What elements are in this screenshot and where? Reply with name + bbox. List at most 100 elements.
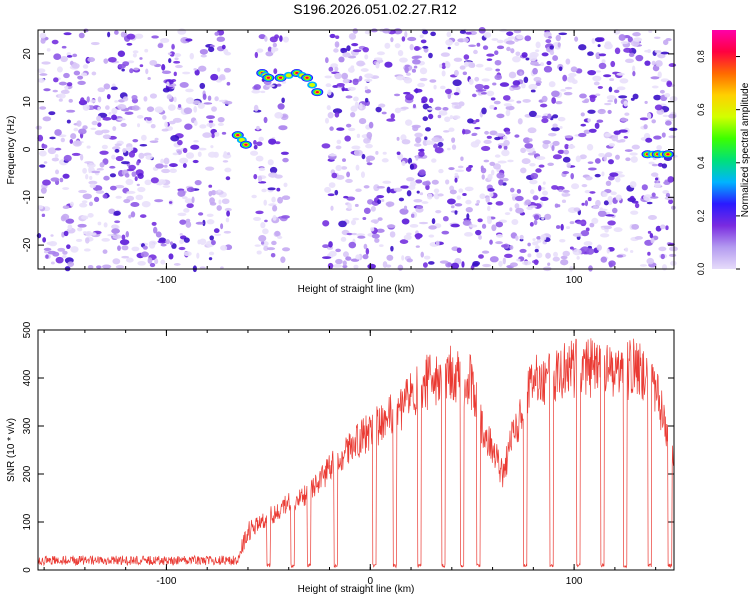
heatmap-features	[231, 69, 674, 159]
heatmap-noise-cell	[580, 230, 590, 237]
heatmap-noise-cell	[345, 178, 353, 183]
heatmap-noise-cell	[660, 78, 670, 83]
heatmap-noise-cell	[613, 89, 620, 94]
heatmap-noise-cell	[397, 264, 404, 271]
heatmap-noise-cell	[351, 43, 359, 47]
heatmap-noise-cell	[363, 207, 371, 214]
heatmap-noise-cell	[69, 139, 74, 144]
colorbar-ticks: 0.0 0.2 0.4 0.6 0.8	[696, 50, 740, 275]
heatmap-noise-cell	[105, 105, 110, 110]
heatmap-noise-cell	[512, 55, 521, 63]
heatmap-noise-cell	[266, 247, 276, 251]
heatmap-noise-cell	[481, 223, 487, 229]
heatmap-noise-cell	[117, 118, 126, 121]
heatmap-noise-cell	[251, 89, 261, 94]
heatmap-noise-cell	[78, 128, 87, 135]
heatmap-noise-cell	[111, 154, 116, 160]
heatmap-noise-cell	[527, 253, 532, 258]
heatmap-noise-cell	[562, 171, 570, 175]
heatmap-noise-cell	[223, 230, 232, 234]
heatmap-background	[38, 30, 674, 269]
heatmap-noise-cell	[202, 132, 212, 138]
heatmap-noise-cell	[208, 184, 213, 188]
heatmap-noise-cell	[161, 168, 171, 174]
heatmap-noise-cell	[111, 107, 118, 115]
heatmap-noise-cell	[525, 57, 530, 61]
heatmap-noise-cell	[327, 262, 334, 270]
heatmap-noise-cell	[43, 161, 48, 164]
heatmap-noise-cell	[256, 250, 262, 255]
heatmap-noise-cell	[505, 109, 511, 117]
heatmap-noise-cell	[451, 137, 456, 143]
heatmap-noise-cell	[486, 90, 495, 97]
heatmap-noise-cell	[194, 69, 200, 76]
heatmap-noise-cell	[657, 53, 666, 59]
snr-x-tick-label: 100	[566, 576, 583, 587]
heatmap-x-tick-label: 0	[367, 275, 373, 286]
heatmap-noise-cell	[446, 147, 451, 151]
heatmap-noise-cell	[645, 137, 653, 143]
heatmap-noise-cell	[480, 167, 487, 174]
heatmap-noise-cell	[197, 147, 207, 151]
heatmap-signal-1	[256, 69, 275, 82]
heatmap-noise-cell	[267, 159, 274, 166]
heatmap-noise-cell	[322, 220, 330, 227]
heatmap-noise-cell	[328, 182, 336, 188]
heatmap-noise-cell	[620, 41, 629, 45]
heatmap-noise-cell	[101, 144, 108, 150]
heatmap-noise-cell	[324, 117, 330, 124]
heatmap-noise-cell	[321, 256, 332, 260]
heatmap-noise-cell	[222, 160, 229, 163]
heatmap-noise-cell	[179, 219, 187, 225]
heatmap-signal-blob	[238, 137, 245, 142]
heatmap-noise-cell	[411, 124, 421, 129]
heatmap-noise-cell	[82, 193, 92, 200]
heatmap-noise-cell	[356, 60, 365, 67]
heatmap-y-tick-label: -10	[22, 190, 33, 205]
heatmap-noise-cell	[503, 95, 511, 101]
heatmap-noise-cell	[437, 114, 442, 119]
heatmap-noise-cell	[120, 161, 130, 165]
heatmap-noise-cell	[72, 53, 78, 58]
heatmap-noise-cell	[282, 36, 290, 43]
heatmap-noise-cell	[50, 177, 60, 182]
heatmap-noise-cell	[253, 144, 258, 150]
heatmap-noise-cell	[528, 54, 538, 62]
heatmap-noise-cell	[84, 237, 90, 244]
heatmap-noise-cell	[487, 202, 493, 205]
heatmap-noise-cell	[37, 134, 44, 142]
heatmap-noise-cell	[552, 154, 562, 160]
heatmap-noise-cell	[416, 205, 424, 210]
heatmap-noise-cell	[195, 221, 204, 225]
heatmap-noise-cell	[651, 60, 656, 66]
colorbar-tick-label: 0.4	[696, 157, 706, 170]
heatmap-noise-cell	[336, 127, 345, 131]
heatmap-noise-cell	[395, 75, 406, 81]
heatmap-noise-cell	[465, 206, 473, 213]
heatmap-noise-cell	[648, 161, 655, 165]
heatmap-noise-cell	[268, 172, 278, 178]
heatmap-noise-cell	[137, 123, 141, 128]
heatmap-noise-cell	[376, 228, 385, 233]
heatmap-noise-cell	[190, 144, 200, 150]
heatmap-noise-cell	[502, 135, 508, 140]
heatmap-noise-cell	[506, 46, 511, 52]
heatmap-noise-cell	[139, 64, 144, 68]
heatmap-noise-cell	[121, 245, 129, 251]
heatmap-noise-cell	[324, 186, 332, 193]
heatmap-noise-cell	[342, 251, 349, 258]
heatmap-noise-cell	[334, 66, 339, 72]
heatmap-noise-cell	[162, 87, 170, 93]
heatmap-noise-cell	[363, 185, 370, 189]
heatmap-noise-cell	[134, 176, 138, 182]
heatmap-noise-cell	[393, 93, 401, 97]
heatmap-noise-cell	[607, 196, 613, 203]
heatmap-noise-cell	[60, 137, 65, 143]
heatmap-noise-cell	[65, 109, 76, 113]
heatmap-noise-cell	[389, 231, 396, 238]
heatmap-noise-cell	[620, 117, 628, 122]
heatmap-noise-cell	[103, 83, 111, 90]
heatmap-noise-cell	[264, 35, 268, 42]
heatmap-noise-cell	[333, 264, 342, 268]
heatmap-noise-cell	[651, 192, 656, 197]
